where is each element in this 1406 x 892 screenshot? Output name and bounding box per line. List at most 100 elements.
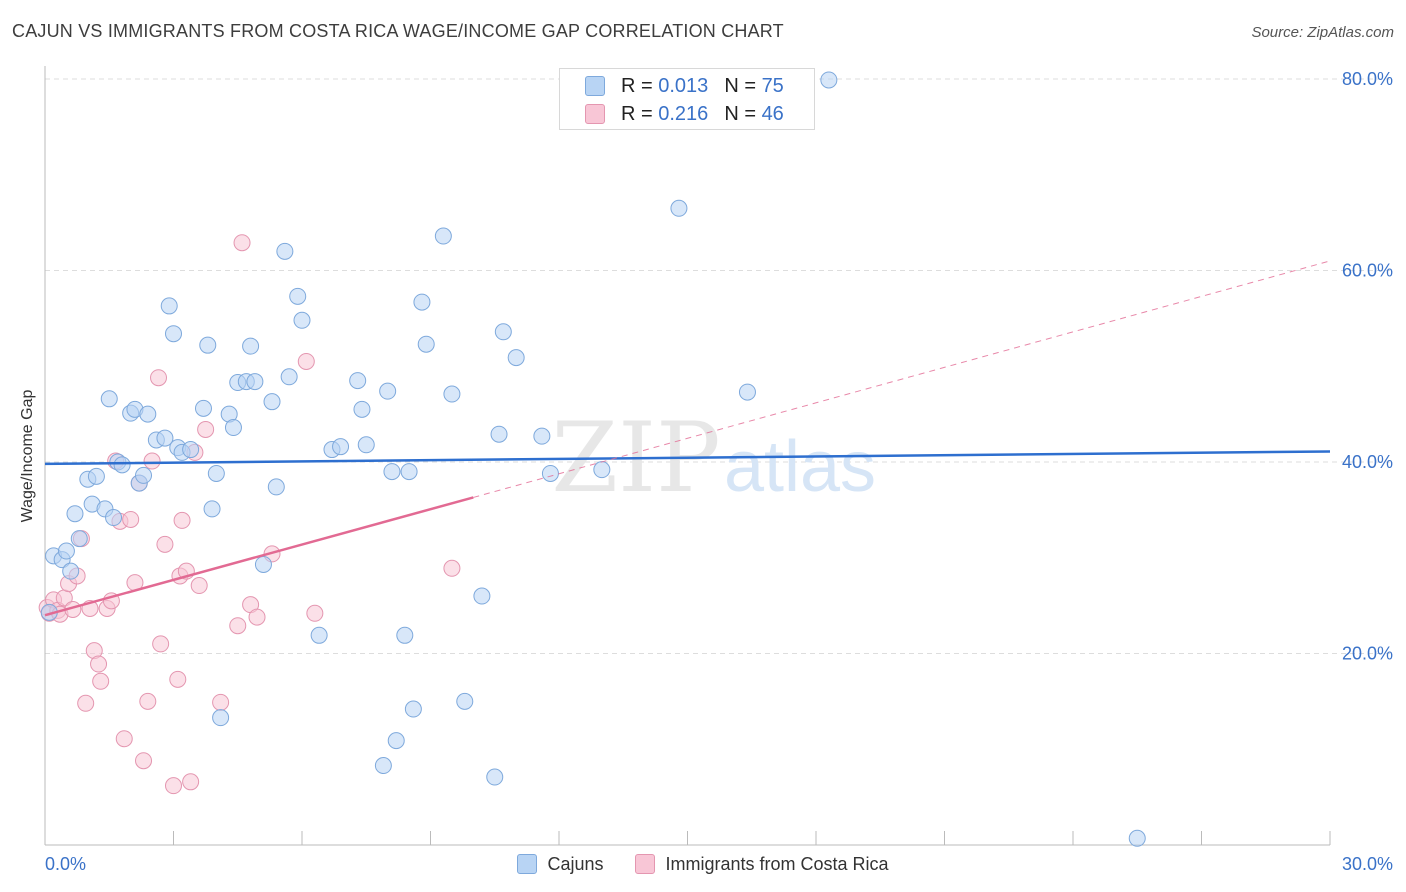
data-point-costa-rica bbox=[122, 510, 140, 528]
data-point-cajuns bbox=[820, 71, 838, 89]
n-value-cajuns: 75 bbox=[761, 74, 784, 97]
stats-legend: R = 0.013 N = 75 R = 0.216 N = 46 bbox=[559, 68, 815, 130]
legend-item-cajuns[interactable]: Cajuns bbox=[517, 854, 603, 875]
data-point-cajuns bbox=[293, 311, 311, 329]
trendline-costa-rica bbox=[44, 496, 474, 617]
data-point-cajuns bbox=[383, 463, 401, 481]
data-point-cajuns bbox=[379, 382, 397, 400]
data-point-cajuns bbox=[1128, 829, 1146, 847]
data-point-cajuns bbox=[203, 500, 221, 518]
data-point-cajuns bbox=[212, 709, 230, 727]
data-point-cajuns bbox=[349, 372, 367, 390]
data-point-cajuns bbox=[70, 530, 88, 548]
source-label: Source: ZipAtlas.com bbox=[1251, 24, 1394, 41]
data-point-cajuns bbox=[280, 368, 298, 386]
data-point-cajuns bbox=[494, 323, 512, 341]
data-point-cajuns bbox=[533, 427, 551, 445]
data-point-cajuns bbox=[473, 587, 491, 605]
data-point-cajuns bbox=[207, 464, 225, 482]
data-point-costa-rica bbox=[156, 535, 174, 553]
r-label: R = bbox=[621, 74, 659, 97]
data-point-cajuns bbox=[490, 425, 508, 443]
series-legend: Cajuns Immigrants from Costa Rica bbox=[0, 850, 1406, 878]
data-point-cajuns bbox=[413, 293, 431, 311]
n-label: N = bbox=[724, 102, 762, 125]
data-point-cajuns bbox=[135, 466, 153, 484]
data-point-cajuns bbox=[541, 464, 559, 482]
stats-swatch-cajuns bbox=[585, 76, 605, 96]
stats-swatch-costa-rica bbox=[585, 104, 605, 124]
data-point-cajuns bbox=[224, 419, 242, 437]
data-point-cajuns bbox=[387, 732, 405, 750]
n-value-costa-rica: 46 bbox=[761, 102, 784, 125]
legend-swatch-costa-rica bbox=[635, 854, 656, 874]
data-point-costa-rica bbox=[115, 730, 133, 748]
data-point-cajuns bbox=[100, 390, 118, 408]
r-value-costa-rica: 0.216 bbox=[658, 102, 709, 125]
data-point-costa-rica bbox=[173, 511, 191, 529]
data-point-cajuns bbox=[310, 626, 328, 644]
data-point-cajuns bbox=[507, 349, 525, 367]
data-point-cajuns bbox=[66, 505, 84, 523]
data-point-cajuns bbox=[434, 227, 452, 245]
data-point-cajuns bbox=[194, 399, 212, 417]
data-point-cajuns bbox=[353, 400, 371, 418]
data-point-cajuns bbox=[276, 242, 294, 260]
data-point-cajuns bbox=[263, 393, 281, 411]
data-point-costa-rica bbox=[197, 420, 215, 438]
data-point-cajuns bbox=[267, 478, 285, 496]
data-point-cajuns bbox=[57, 542, 75, 560]
data-point-cajuns bbox=[670, 199, 688, 217]
y-tick-label: 20.0% bbox=[1342, 644, 1393, 664]
data-point-costa-rica bbox=[77, 694, 95, 712]
data-point-costa-rica bbox=[143, 452, 161, 470]
data-point-cajuns bbox=[404, 700, 422, 718]
data-point-cajuns bbox=[199, 336, 217, 354]
data-point-costa-rica bbox=[139, 692, 157, 710]
data-point-cajuns bbox=[87, 467, 105, 485]
data-point-cajuns bbox=[289, 287, 307, 305]
trendline-cajuns bbox=[44, 450, 1331, 466]
data-point-cajuns bbox=[165, 325, 182, 343]
data-point-cajuns bbox=[242, 337, 260, 355]
y-tick-label: 40.0% bbox=[1342, 452, 1393, 472]
y-tick-label: 60.0% bbox=[1342, 261, 1393, 281]
data-point-cajuns bbox=[417, 335, 435, 353]
data-point-cajuns bbox=[400, 463, 418, 481]
legend-item-costa-rica[interactable]: Immigrants from Costa Rica bbox=[635, 853, 889, 875]
data-point-cajuns bbox=[156, 429, 174, 447]
data-point-cajuns bbox=[160, 297, 178, 315]
data-point-costa-rica bbox=[212, 693, 230, 711]
data-point-cajuns bbox=[593, 461, 611, 479]
data-point-costa-rica bbox=[152, 635, 170, 653]
data-point-cajuns bbox=[105, 509, 123, 527]
r-label: R = bbox=[621, 102, 659, 125]
stats-row-cajuns: R = 0.013 N = 75 bbox=[585, 73, 784, 99]
data-point-costa-rica bbox=[92, 672, 110, 690]
data-point-costa-rica bbox=[306, 604, 324, 622]
data-point-costa-rica bbox=[169, 670, 187, 688]
legend-label-costa-rica: Immigrants from Costa Rica bbox=[665, 853, 889, 874]
data-point-costa-rica bbox=[165, 777, 182, 795]
chart-title: CAJUN VS IMMIGRANTS FROM COSTA RICA WAGE… bbox=[12, 21, 784, 41]
data-point-cajuns bbox=[62, 562, 80, 580]
data-point-cajuns bbox=[443, 385, 461, 403]
data-point-cajuns bbox=[254, 555, 272, 573]
stats-row-costa-rica: R = 0.216 N = 46 bbox=[585, 101, 784, 127]
data-point-cajuns bbox=[182, 441, 200, 459]
data-point-cajuns bbox=[738, 383, 756, 401]
data-point-costa-rica bbox=[190, 577, 208, 595]
y-tick-label: 80.0% bbox=[1342, 69, 1393, 89]
legend-swatch-cajuns bbox=[517, 854, 538, 874]
data-point-costa-rica bbox=[248, 608, 266, 626]
data-point-cajuns bbox=[357, 436, 375, 454]
r-value-cajuns: 0.013 bbox=[658, 74, 709, 97]
data-point-cajuns bbox=[456, 692, 474, 710]
data-point-costa-rica bbox=[135, 752, 153, 770]
data-point-costa-rica bbox=[90, 655, 108, 673]
data-point-costa-rica bbox=[297, 352, 315, 370]
data-point-cajuns bbox=[396, 626, 414, 644]
data-point-costa-rica bbox=[233, 234, 251, 252]
watermark-atlas: atlas bbox=[724, 427, 876, 507]
